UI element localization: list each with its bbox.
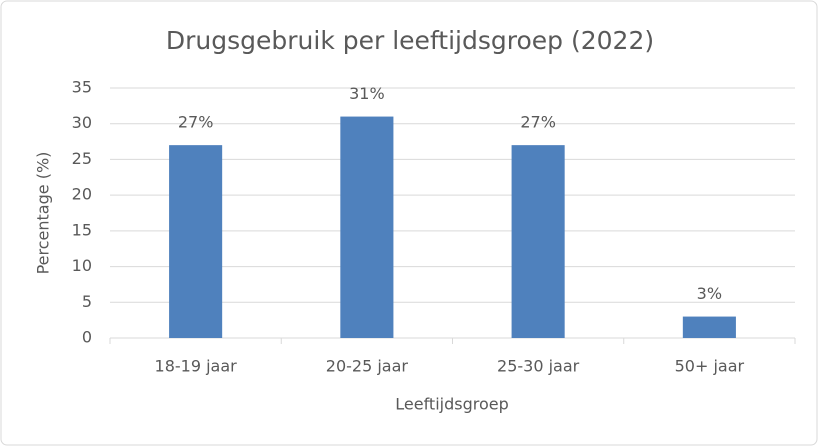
y-tick-label: 30 [72, 113, 92, 132]
data-label: 31% [349, 84, 385, 103]
y-tick-label: 20 [72, 185, 92, 204]
x-tick-label: 18-19 jaar [155, 357, 238, 376]
x-tick-label: 50+ jaar [675, 357, 745, 376]
data-label: 27% [178, 113, 214, 132]
x-tick-label: 25-30 jaar [497, 357, 580, 376]
bar [682, 316, 736, 338]
y-tick-label: 25 [72, 149, 92, 168]
bar [169, 145, 223, 338]
y-tick-label: 35 [72, 78, 92, 97]
y-axis-title: Percentage (%) [34, 152, 53, 275]
y-tick-label: 5 [82, 292, 92, 311]
y-tick-label: 15 [72, 220, 92, 239]
bar [340, 116, 394, 338]
data-label: 27% [520, 113, 556, 132]
y-tick-label: 10 [72, 256, 92, 275]
x-tick-label: 20-25 jaar [326, 357, 409, 376]
bar [511, 145, 565, 338]
chart-title: Drugsgebruik per leeftijdsgroep (2022) [166, 26, 654, 55]
y-tick-label: 0 [82, 328, 92, 347]
data-label: 3% [697, 284, 722, 303]
x-axis-title: Leeftijdsgroep [395, 395, 509, 414]
